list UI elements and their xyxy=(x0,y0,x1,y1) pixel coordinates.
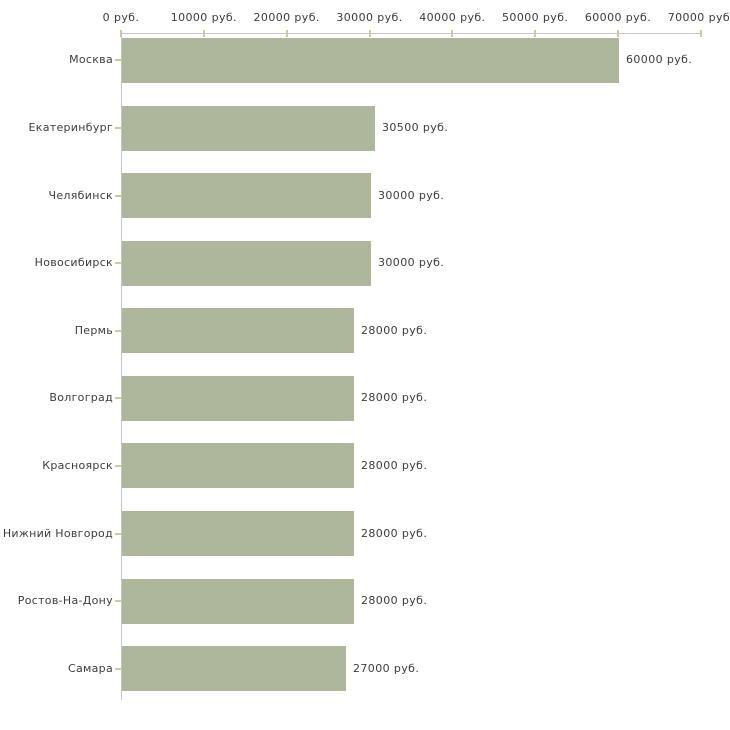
category-tick-mark xyxy=(115,59,122,61)
x-axis-tick-mark xyxy=(368,30,371,37)
category-tick-mark xyxy=(115,533,122,535)
category-tick-mark xyxy=(115,668,122,670)
bar-9 xyxy=(122,579,354,624)
category-tick-mark xyxy=(115,465,122,467)
x-axis-tick-label: 60000 руб. xyxy=(584,11,652,24)
bar-2 xyxy=(122,106,375,151)
value-label: 60000 руб. xyxy=(626,53,693,66)
category-tick-mark xyxy=(115,397,122,399)
value-label: 28000 руб. xyxy=(361,324,428,337)
value-label: 28000 руб. xyxy=(361,527,428,540)
bar-7 xyxy=(122,443,354,488)
bar-6 xyxy=(122,376,354,421)
x-axis-tick-label: 10000 руб. xyxy=(170,11,237,24)
x-axis-tick-label: 40000 руб. xyxy=(419,11,486,24)
category-tick-mark xyxy=(115,262,122,264)
x-axis-tick-mark xyxy=(699,30,702,37)
x-axis-tick-mark xyxy=(617,30,619,37)
category-tick-mark xyxy=(115,600,122,602)
category-label: Пермь xyxy=(74,324,113,337)
value-label: 30000 руб. xyxy=(378,189,445,202)
x-axis-tick-label: 50000 руб. xyxy=(502,11,569,24)
value-label: 28000 руб. xyxy=(361,594,428,607)
category-label: Новосибирск xyxy=(34,256,113,269)
x-axis-line xyxy=(121,33,702,34)
value-label: 30500 руб. xyxy=(382,121,449,134)
category-label: Красноярск xyxy=(42,459,113,472)
y-axis-line xyxy=(121,33,122,700)
bar-4 xyxy=(122,241,371,286)
x-axis-tick-mark xyxy=(120,30,122,37)
category-label: Волгоград xyxy=(49,391,113,404)
category-label: Москва xyxy=(69,53,113,66)
x-axis-tick-mark xyxy=(202,30,205,37)
value-label: 28000 руб. xyxy=(361,391,428,404)
category-label: Екатеринбург xyxy=(28,121,113,134)
value-label: 28000 руб. xyxy=(361,459,428,472)
x-axis-tick-label: 0 руб. xyxy=(102,11,140,24)
category-label: Нижний Новгород xyxy=(2,527,113,540)
x-axis-tick-mark xyxy=(451,30,454,37)
category-label: Ростов-На-Дону xyxy=(17,594,113,607)
x-axis-tick-label: 20000 руб. xyxy=(253,11,320,24)
category-tick-mark xyxy=(115,195,122,197)
x-axis-tick-label: 30000 руб. xyxy=(336,11,403,24)
bar-5 xyxy=(122,308,354,353)
category-label: Челябинск xyxy=(48,189,113,202)
x-axis-tick-mark xyxy=(534,30,537,37)
category-label: Самара xyxy=(68,662,113,675)
x-axis-tick-mark xyxy=(285,30,288,37)
category-tick-mark xyxy=(115,127,122,129)
value-label: 30000 руб. xyxy=(378,256,445,269)
x-axis-tick-label: 70000 руб. xyxy=(667,11,730,24)
bar-8 xyxy=(122,511,354,556)
category-tick-mark xyxy=(115,330,122,332)
bar-1 xyxy=(122,38,619,83)
bar-3 xyxy=(122,173,371,218)
bar-10 xyxy=(122,646,346,691)
value-label: 27000 руб. xyxy=(353,662,420,675)
